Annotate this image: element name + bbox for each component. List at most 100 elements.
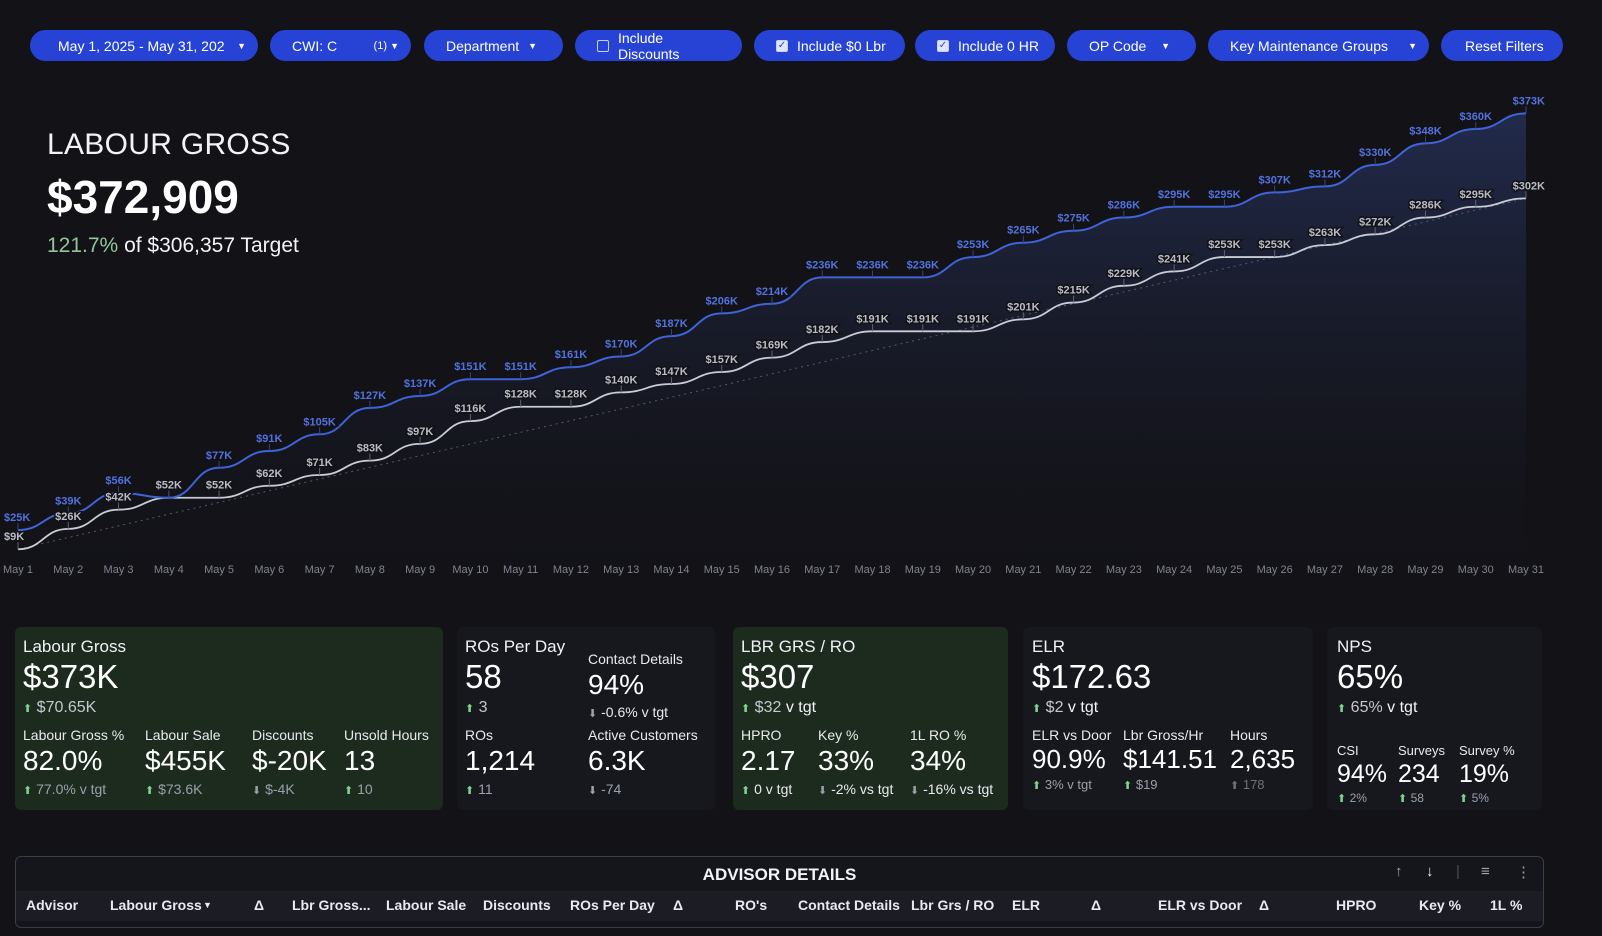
kpi-metric-change: ⬆ $73.6K: [145, 781, 203, 797]
filter-icon[interactable]: ≡: [1481, 863, 1490, 880]
chevron-down-icon: ▼: [1408, 40, 1417, 51]
arrow-up-icon: ⬆: [1337, 703, 1347, 715]
kpi-metric-change: ⬆ 10: [344, 781, 373, 797]
column-header[interactable]: Key %: [1419, 897, 1462, 913]
include-zero-hr-toggle[interactable]: ✓ Include 0 HR: [915, 30, 1055, 61]
chart-data-label: $265K: [1007, 225, 1039, 237]
kpi-metric-label: Labour Sale: [145, 727, 221, 743]
kpi-metric-label: Contact Details: [588, 651, 683, 667]
column-header[interactable]: Labour Sale: [386, 897, 467, 913]
chart-data-label: $295K: [1158, 189, 1190, 201]
checkbox-checked-icon[interactable]: ✓: [776, 39, 788, 52]
kpi-title: LBR GRS / RO: [741, 637, 856, 656]
kpi-title: Labour Gross: [23, 637, 126, 656]
kpi-metric-value: $455K: [145, 745, 226, 776]
checkbox-checked-icon[interactable]: ✓: [937, 39, 949, 52]
column-header[interactable]: ELR vs Door: [1158, 897, 1243, 913]
kpi-card-lbr-grs-ro[interactable]: LBR GRS / RO $307 ⬆ $32 v tgt HPRO 2.17 …: [733, 627, 1008, 810]
sort-desc-icon[interactable]: ▼: [203, 900, 212, 910]
x-tick-label: May 9: [405, 564, 435, 576]
arrow-up-icon: ⬆: [1230, 780, 1240, 792]
column-header[interactable]: Δ: [1091, 897, 1102, 913]
chart-data-label: $348K: [1409, 125, 1441, 137]
key-maintenance-groups-label: Key Maintenance Groups: [1230, 37, 1388, 54]
chart-data-label: $191K: [957, 313, 989, 325]
chart-data-label: $157K: [706, 354, 738, 366]
column-header[interactable]: 1L %: [1490, 897, 1523, 913]
kpi-metric-label: 1L RO %: [910, 727, 967, 743]
chart-data-label: $307K: [1258, 174, 1290, 186]
kpi-card-ros-per-day[interactable]: ROs Per Day 58 ⬆ 3 Contact Details 94% ⬇…: [457, 627, 715, 810]
kpi-metric-change: ⬆ 3% v tgt: [1032, 777, 1092, 792]
kpi-value: 58: [465, 658, 502, 695]
chart-data-label: $191K: [856, 313, 888, 325]
kpi-metric-value: 13: [344, 745, 376, 776]
column-header[interactable]: Discounts: [483, 897, 551, 913]
column-header[interactable]: Contact Details: [798, 897, 900, 913]
column-header[interactable]: ELR: [1012, 897, 1040, 913]
chart-data-label: $42K: [105, 492, 131, 504]
arrow-up-icon: ⬆: [465, 703, 475, 715]
column-header[interactable]: HPRO: [1336, 897, 1377, 913]
kpi-metric-value: $-20K: [252, 745, 327, 776]
chart-data-label: $52K: [156, 480, 182, 492]
cwi-filter[interactable]: CWI: C (1) ▼: [270, 30, 411, 61]
key-maintenance-groups-filter[interactable]: Key Maintenance Groups ▼: [1208, 30, 1429, 61]
labour-gross-chart: $25K$9K$39K$26K$56K$42K$52K$52K$77K$52K$…: [3, 95, 1547, 576]
chart-data-label: $128K: [555, 389, 587, 401]
kpi-metric-change: ⬆ 11: [465, 781, 493, 797]
x-tick-label: May 14: [653, 564, 689, 576]
column-header[interactable]: Lbr Gross...: [292, 897, 371, 913]
chart-data-label: $263K: [1309, 227, 1341, 239]
chart-data-label: $83K: [357, 443, 383, 455]
column-header[interactable]: Δ: [1259, 897, 1270, 913]
kpi-metric-change: ⬆ 77.0% v tgt: [23, 781, 107, 797]
cwi-count: (1): [373, 39, 387, 52]
kpi-metric-change: ⬆ 58: [1398, 791, 1424, 805]
chart-data-label: $77K: [206, 450, 232, 462]
x-tick-label: May 28: [1357, 564, 1393, 576]
chart-data-label: $236K: [806, 259, 838, 271]
arrow-down-icon[interactable]: ↓: [1426, 863, 1434, 880]
column-header[interactable]: Lbr Grs / RO: [911, 897, 995, 913]
kpi-card-nps[interactable]: NPS 65% ⬆ 65% v tgt CSI 94% ⬆ 2% Surveys…: [1327, 627, 1542, 810]
department-filter[interactable]: Department ▼: [424, 30, 563, 61]
more-vertical-icon[interactable]: ⋮: [1516, 864, 1531, 881]
kpi-metric-value: 94%: [588, 669, 645, 700]
chart-data-label: $39K: [55, 495, 81, 507]
column-header[interactable]: Advisor: [26, 897, 79, 913]
kpi-card-labour-gross[interactable]: Labour Gross $373K ⬆ $70.65K Labour Gros…: [15, 627, 443, 810]
kpi-change: ⬆ 3: [465, 699, 488, 716]
chart-data-label: $52K: [156, 480, 182, 492]
column-header[interactable]: Δ: [673, 897, 684, 913]
chart-data-label: $151K: [504, 361, 536, 373]
column-header[interactable]: RO's: [735, 897, 768, 913]
date-range-filter[interactable]: May 1, 2025 - May 31, 202 ▼: [30, 30, 258, 61]
hero-title: LABOUR GROSS: [47, 128, 291, 161]
column-header[interactable]: Labour Gross: [110, 897, 202, 913]
kpi-metric-value: 19%: [1459, 760, 1510, 788]
include-zero-lbr-toggle[interactable]: ✓ Include $0 Lbr: [754, 30, 905, 61]
arrow-up-icon[interactable]: ↑: [1395, 863, 1403, 880]
x-tick-label: May 17: [804, 564, 840, 576]
x-tick-label: May 26: [1257, 564, 1293, 576]
include-discounts-toggle[interactable]: Include Discounts: [575, 30, 742, 62]
x-tick-label: May 27: [1307, 564, 1343, 576]
chart-data-label: $330K: [1359, 147, 1391, 159]
kpi-card-elr[interactable]: ELR $172.63 ⬆ $2 v tgt ELR vs Door 90.9%…: [1023, 627, 1313, 810]
chart-data-label: $206K: [706, 295, 738, 307]
x-tick-label: May 8: [355, 564, 385, 576]
column-header[interactable]: ROs Per Day: [570, 897, 655, 913]
column-header[interactable]: Δ: [254, 897, 265, 913]
x-tick-label: May 24: [1156, 564, 1192, 576]
chart-data-label: $71K: [306, 457, 332, 469]
chart-data-label: $128K: [504, 389, 536, 401]
reset-filters-button[interactable]: Reset Filters: [1441, 30, 1563, 61]
op-code-filter[interactable]: OP Code ▼: [1067, 30, 1196, 61]
x-tick-label: May 13: [603, 564, 639, 576]
arrow-up-icon: ⬆: [23, 703, 33, 715]
kpi-metric-change: ⬇ -16% vs tgt: [910, 781, 994, 797]
arrow-up-icon: ⬆: [145, 785, 155, 797]
chart-data-label: $191K: [907, 313, 939, 325]
checkbox-unchecked-icon[interactable]: [597, 39, 609, 52]
